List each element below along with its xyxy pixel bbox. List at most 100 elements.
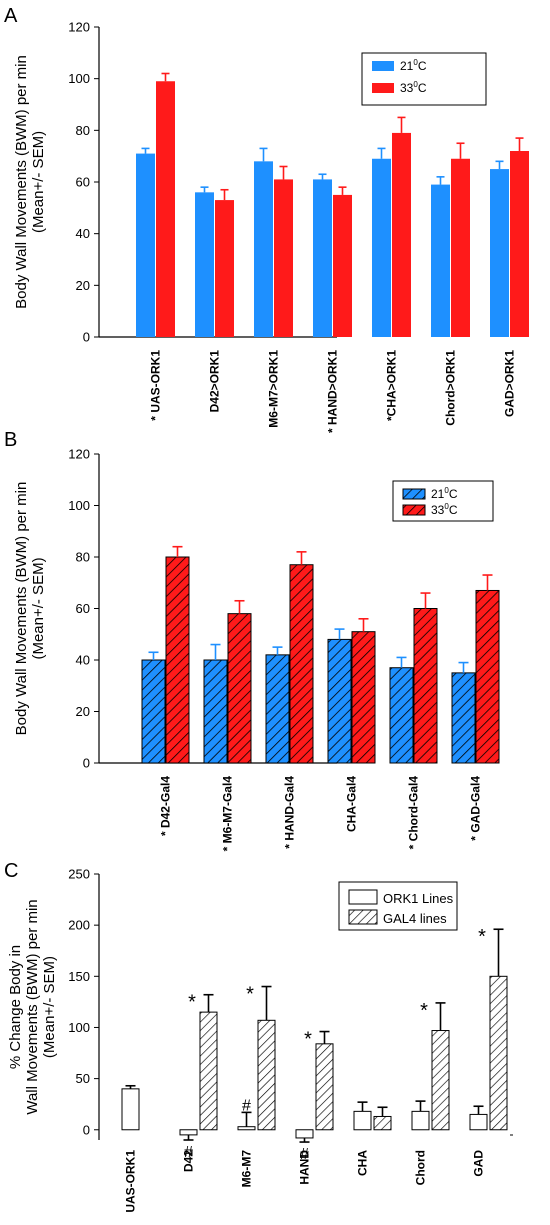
category-label: * D42-Gal4: [159, 776, 173, 836]
chart-panel-a: 0 20 40 60 80 100 120 Body Wall Movements (BWM)…: [13, 20, 529, 433]
legend-swatch: [402, 488, 426, 500]
y-tick-label: 200: [68, 918, 90, 933]
legend-label-value: 21: [400, 59, 414, 73]
significance-hash: #: [184, 1144, 193, 1161]
significance-asterisk: *: [188, 992, 196, 1014]
category-label: D42: [182, 1150, 196, 1172]
y-tick-label: 100: [68, 498, 90, 513]
bar-series2: [274, 179, 293, 337]
y-tick-label: 0: [83, 330, 90, 345]
y-tick-label: 80: [76, 123, 90, 138]
legend-label: 330C: [431, 502, 458, 517]
bar-series1: [136, 153, 155, 337]
category-label: GAD: [472, 1150, 486, 1177]
y-tick-label: 60: [76, 175, 90, 190]
legend-label: 210C: [400, 58, 427, 73]
bar-series2: [413, 608, 438, 764]
legend-swatch: [372, 83, 394, 93]
bar-series1: [389, 667, 414, 764]
category-label: HAND: [298, 1150, 312, 1185]
y-tick-label: 40: [76, 226, 90, 241]
bar-series2: [165, 556, 190, 764]
legend-label-value: 21: [431, 487, 445, 501]
bar-series2: [257, 1019, 276, 1131]
category-label: GAD>ORK1: [503, 350, 517, 417]
bar-series1: [469, 1113, 488, 1131]
legend-swatch: [348, 889, 378, 905]
bar-series2: [215, 200, 234, 337]
y-tick-label: 80: [76, 550, 90, 565]
y-axis-label: (Mean+/- SEM): [30, 557, 47, 659]
significance-asterisk: *: [304, 1029, 312, 1051]
bar-series2: [373, 1115, 392, 1131]
significance-asterisk: *: [246, 984, 254, 1006]
legend-label-value: 33: [431, 503, 445, 517]
bar-series2: [333, 194, 352, 337]
bar-series2: [289, 564, 314, 764]
y-tick-label: 0: [83, 756, 90, 771]
category-label: CHA: [356, 1150, 370, 1176]
significance-hash: #: [300, 1146, 309, 1163]
category-label: * GAD-Gal4: [469, 776, 483, 841]
y-tick-label: 100: [68, 1020, 90, 1035]
y-tick-label: 50: [76, 1071, 90, 1086]
category-label: * HAND-Gal4: [283, 776, 297, 849]
y-axis-label: (Mean+/- SEM): [30, 131, 47, 233]
bar-series2: [199, 1011, 218, 1131]
bar-series1: [141, 659, 166, 764]
bar-series1: [372, 158, 391, 337]
panel-letter-b: B: [4, 429, 17, 451]
bar-series2: [431, 1030, 450, 1131]
bar-series1: [237, 1126, 256, 1131]
legend-label-sup: 0: [413, 58, 418, 67]
legend-label: ORK1 Lines: [383, 891, 454, 906]
bar-series2: [489, 975, 508, 1131]
category-label: Chord: [414, 1150, 428, 1185]
category-label: *CHA>ORK1: [385, 350, 399, 421]
bar-series1: [265, 654, 290, 764]
significance-hash: #: [242, 1097, 251, 1114]
y-tick-label: 60: [76, 601, 90, 616]
legend-label: GAL4 lines: [383, 911, 447, 926]
bar-series1: [490, 169, 509, 337]
category-label: * UAS-ORK1: [149, 350, 163, 421]
y-tick-label: 150: [68, 969, 90, 984]
y-tick-label: 20: [76, 704, 90, 719]
bar-series1: [195, 192, 214, 337]
legend-swatch: [402, 504, 426, 516]
category-label: M6-M7: [240, 1150, 254, 1188]
bar-series2: [451, 158, 470, 337]
category-label: * Chord-Gal4: [407, 776, 421, 850]
legend-label-unit: C: [418, 59, 427, 73]
bar-series2: [351, 631, 376, 764]
significance-asterisk: *: [478, 926, 486, 948]
bar-series2: [392, 132, 411, 337]
legend-label-unit: C: [449, 487, 458, 501]
bar-series1: [203, 659, 228, 764]
bar-series1: [411, 1110, 430, 1131]
bar-series1: [327, 638, 352, 764]
chart-panel-c: 0 50 100 150 200 250 % Change Body in Wall Move…: [7, 867, 513, 1213]
y-tick-label: 20: [76, 278, 90, 293]
bar-series1: [254, 161, 273, 337]
bar-series1: [313, 179, 332, 337]
bar-series1: [431, 184, 450, 337]
legend-label-value: 33: [400, 81, 414, 95]
bar-series2: [510, 151, 529, 337]
legend-label: 330C: [400, 80, 427, 95]
bar-series2: [227, 613, 252, 764]
y-axis-label: (Mean+/- SEM): [41, 956, 58, 1058]
y-tick-label: 250: [68, 867, 90, 882]
category-label: Chord>ORK1: [444, 350, 458, 426]
y-axis-label: Body Wall Movements (BWM) per min: [13, 482, 30, 736]
category-label: UAS-ORK1: [124, 1150, 138, 1213]
category-label: D42>ORK1: [208, 350, 222, 413]
chart-panel-b: 0 20 40 60 80 100 120 Body Wall Movements (BWM)…: [13, 447, 500, 851]
legend-swatch: [348, 909, 378, 925]
panel-letter-c: C: [4, 860, 18, 882]
bar-series2: [315, 1043, 334, 1131]
bar-series1: [451, 672, 476, 764]
legend-label: 210C: [431, 486, 458, 501]
y-tick-label: 40: [76, 653, 90, 668]
